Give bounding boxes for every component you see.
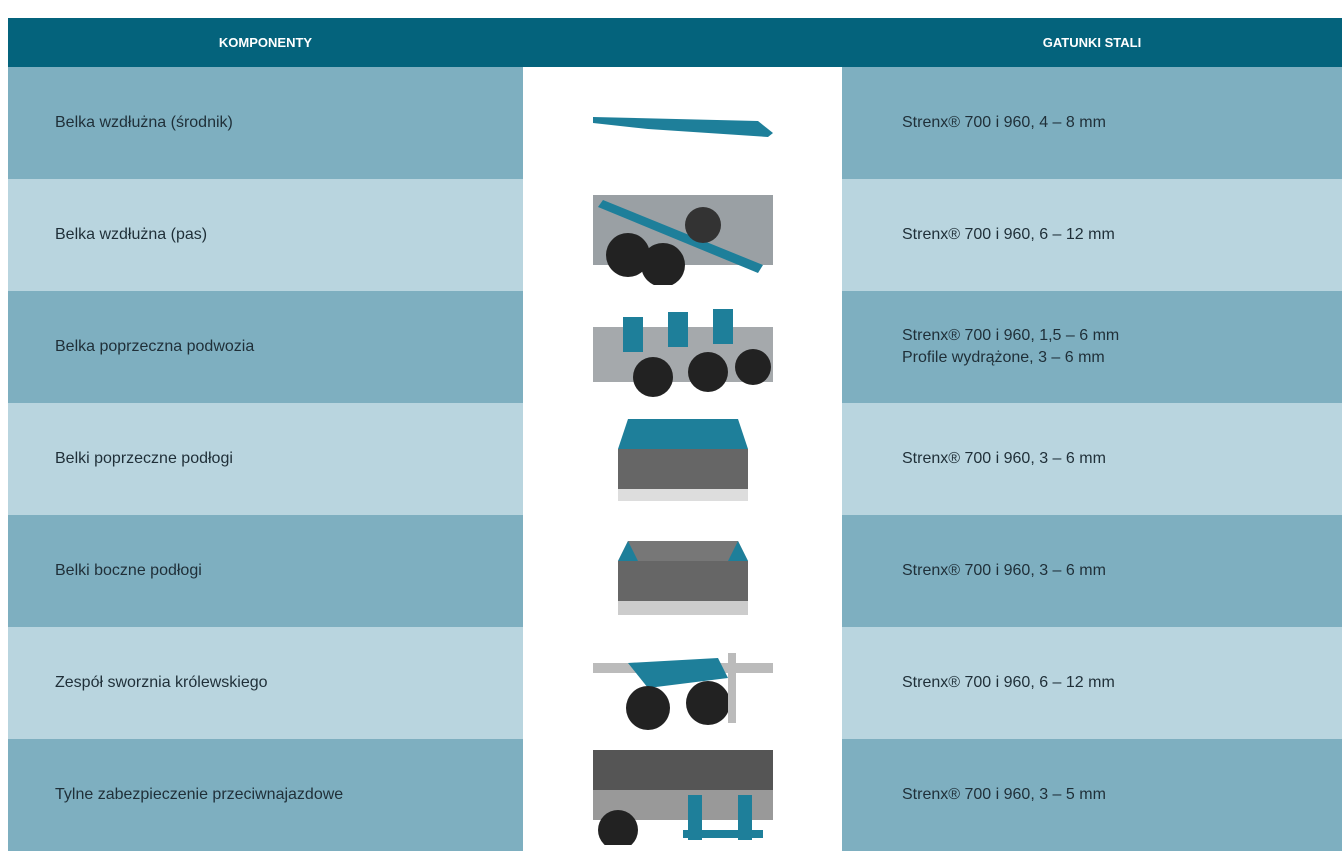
illustration (593, 521, 773, 621)
component-cell: Belki boczne podłogi (8, 515, 523, 627)
component-image (523, 291, 842, 403)
illustration (588, 745, 778, 845)
component-image (523, 515, 842, 627)
component-cell: Tylne zabezpieczenie przeciwnajazdowe (8, 739, 523, 851)
component-image (523, 179, 842, 291)
illustration (593, 297, 773, 397)
steel-line: Strenx® 700 i 960, 3 – 6 mm (902, 560, 1106, 582)
steel-line: Strenx® 700 i 960, 6 – 12 mm (902, 672, 1115, 694)
header-cell: GATUNKI STALI (842, 18, 1342, 67)
page: Komponenty html, body { margin: 0; paddi… (0, 0, 1342, 847)
illustration (593, 409, 773, 509)
table-row: Belki poprzeczne podłogi Strenx® 700 i 96… (8, 403, 1342, 515)
component-image (523, 67, 842, 179)
illustration (588, 103, 778, 143)
steel-line: Strenx® 700 i 960, 1,5 – 6 mm (902, 325, 1119, 347)
steel-cell: Strenx® 700 i 960, 6 – 12 mm (842, 627, 1342, 739)
table-row: Belki boczne podłogi Strenx® 700 i 960, 3… (8, 515, 1342, 627)
component-image (523, 739, 842, 851)
steel-line: Strenx® 700 i 960, 6 – 12 mm (902, 224, 1115, 246)
steel-cell: Strenx® 700 i 960, 4 – 8 mm (842, 67, 1342, 179)
steel-line: Strenx® 700 i 960, 3 – 6 mm (902, 448, 1106, 470)
table-row: Belka poprzeczna podwozia Strenx® 700 i 9… (8, 291, 1342, 403)
table-header: KOMPONENTY GATUNKI STALI (8, 18, 1342, 67)
steel-cell: Strenx® 700 i 960, 6 – 12 mm (842, 179, 1342, 291)
steel-cell: Strenx® 700 i 960, 3 – 5 mm (842, 739, 1342, 851)
steel-cell: Strenx® 700 i 960, 3 – 6 mm (842, 403, 1342, 515)
component-cell: Belka poprzeczna podwozia (8, 291, 523, 403)
table-row: Tylne zabezpieczenie przeciwnajazdowe Str… (8, 739, 1342, 851)
component-cell: Belka wzdłużna (środnik) (8, 67, 523, 179)
body: {"header": {"components": "KOMPONENTY", … (0, 0, 1342, 847)
component-image (523, 627, 842, 739)
steel-line: Strenx® 700 i 960, 4 – 8 mm (902, 112, 1106, 134)
component-image (523, 403, 842, 515)
table-row: Belka wzdłużna (pas) Strenx® 700 i 960, 6… (8, 179, 1342, 291)
steel-line: Profile wydrążone, 3 – 6 mm (902, 347, 1105, 369)
steel-cell: Strenx® 700 i 960, 3 – 6 mm (842, 515, 1342, 627)
illustration (593, 185, 773, 285)
component-cell: Belki poprzeczne podłogi (8, 403, 523, 515)
component-cell: Zespół sworznia królewskiego (8, 627, 523, 739)
illustration (588, 633, 778, 733)
header-cell: KOMPONENTY (8, 18, 523, 67)
table-row: Zespół sworznia królewskiego Strenx® 700 … (8, 627, 1342, 739)
steel-line: Strenx® 700 i 960, 3 – 5 mm (902, 784, 1106, 806)
component-cell: Belka wzdłużna (pas) (8, 179, 523, 291)
table-row: Belka wzdłużna (środnik) Strenx® 700 i 96… (8, 67, 1342, 179)
